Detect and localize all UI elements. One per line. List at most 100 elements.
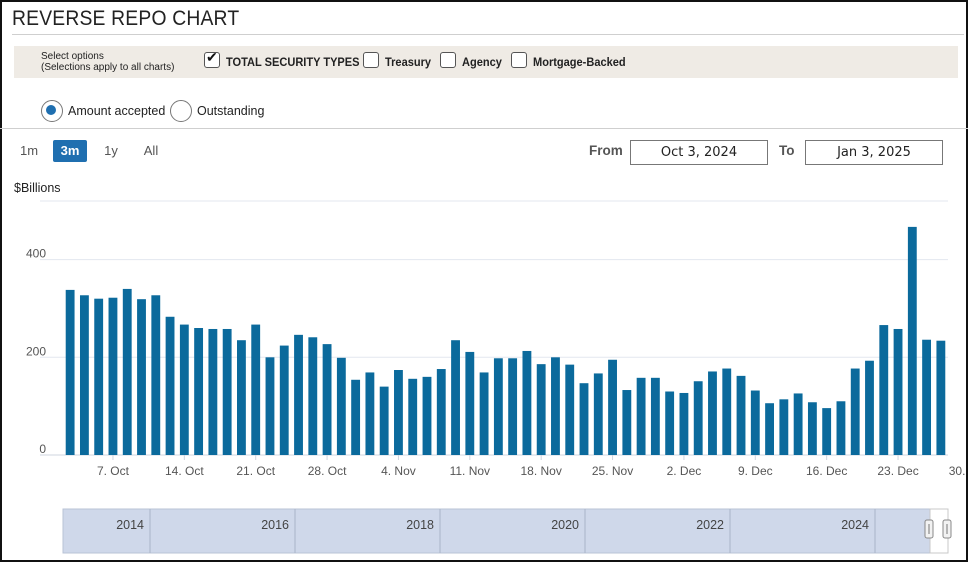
range-all-button[interactable]: All [143,143,159,158]
bar [565,364,575,455]
radio-label: Outstanding [197,104,265,118]
bar [265,357,275,455]
radio-ring[interactable] [170,100,192,122]
navigator-strip [62,508,931,554]
navigator-year-label: 2016 [261,518,289,532]
checkbox-label: Treasury [385,55,432,69]
bar [551,357,560,455]
bar [322,344,332,455]
range-1m-button[interactable]: 1m [19,143,39,158]
bar [593,373,603,455]
bar [679,392,689,455]
bar [893,328,903,455]
navigator-year-label: 2020 [551,518,579,532]
bar [194,328,204,455]
bar [536,364,546,455]
bar [850,368,860,455]
x-tick-label: 28. Oct [308,464,347,478]
checkbox-box[interactable] [363,52,379,68]
bar [208,328,218,455]
bar [351,379,361,455]
bar [151,295,161,455]
bar [308,337,318,455]
range-1y-button[interactable]: 1y [104,143,118,158]
bar [722,368,732,455]
x-tick-label: 11. Nov [450,464,490,478]
bar [708,371,717,455]
bar [608,359,617,455]
bar [579,383,589,455]
bar [865,360,874,455]
from-date-input[interactable]: Oct 3, 2024 [630,140,768,165]
bar [736,375,746,455]
bar [522,350,532,455]
radio-selected-dot [46,105,56,115]
x-tick-label: 23. Dec [877,464,918,478]
bar [279,345,289,455]
bar [779,399,789,455]
checkbox-label: Agency [462,55,502,69]
bar [379,386,389,455]
checkbox-box[interactable] [204,52,220,68]
bar [179,324,189,455]
options-hint: Select options (Selections apply to all … [41,51,174,73]
bar [122,288,132,455]
bar [636,377,646,455]
bar [408,378,418,455]
bar [879,325,889,455]
options-bar: Select options (Selections apply to all … [14,46,958,78]
bar [222,328,232,455]
radio-label: Amount accepted [68,104,166,118]
options-hint-title: Select options [41,51,104,62]
bar [836,401,846,455]
checkbox-label: Mortgage-Backed [533,55,626,69]
navigator[interactable]: 2014 2016 2018 2020 2022 2024 [62,508,952,554]
checkmark-icon: ✔ [206,49,218,65]
bar [436,369,446,455]
bar [907,226,917,455]
y-tick-label: 400 [26,247,46,261]
y-tick-label: 0 [39,442,46,456]
options-hint-note: (Selections apply to all charts) [41,62,175,73]
bar [622,390,632,455]
bar [493,358,503,455]
x-tick-label: 2. Dec [667,464,702,478]
bar [79,295,89,455]
x-tick-label: 7. Oct [97,464,130,478]
y-axis-title: $Billions [14,181,61,195]
bar [65,289,75,455]
bar [807,402,817,455]
bar [693,381,703,455]
bar [422,376,432,455]
bar [936,340,946,455]
x-tick-label: 18. Nov [521,464,562,478]
bar [294,334,303,455]
checkbox-box[interactable] [440,52,456,68]
bar [650,377,660,455]
checkbox-label: TOTAL SECURITY TYPES [226,55,360,69]
bar [137,299,146,455]
navigator-year-label: 2022 [696,518,724,532]
bar [922,339,932,455]
x-tick-label: 16. Dec [806,464,847,478]
bar [793,393,803,455]
x-tick-label: 25. Nov [592,464,633,478]
navigator-year-label: 2024 [841,518,869,532]
bar [237,340,246,455]
x-tick-label: 14. Oct [165,464,204,478]
x-tick-label: 30. Dec [949,464,968,478]
range-3m-button[interactable]: 3m [53,140,87,162]
x-tick-label: 4. Nov [381,464,416,478]
to-date-input[interactable]: Jan 3, 2025 [805,140,943,165]
bar [465,351,475,455]
bar [336,357,346,455]
y-axis-ticks: 0 200 400 [26,247,46,456]
y-tick-label: 200 [26,344,46,358]
x-axis-ticks: 7. Oct 14. Oct 21. Oct 28. Oct 4. Nov 11. Nov… [97,455,968,478]
section-divider [0,128,968,129]
checkbox-box[interactable] [511,52,527,68]
bar [94,298,104,455]
from-label: From [589,143,623,158]
